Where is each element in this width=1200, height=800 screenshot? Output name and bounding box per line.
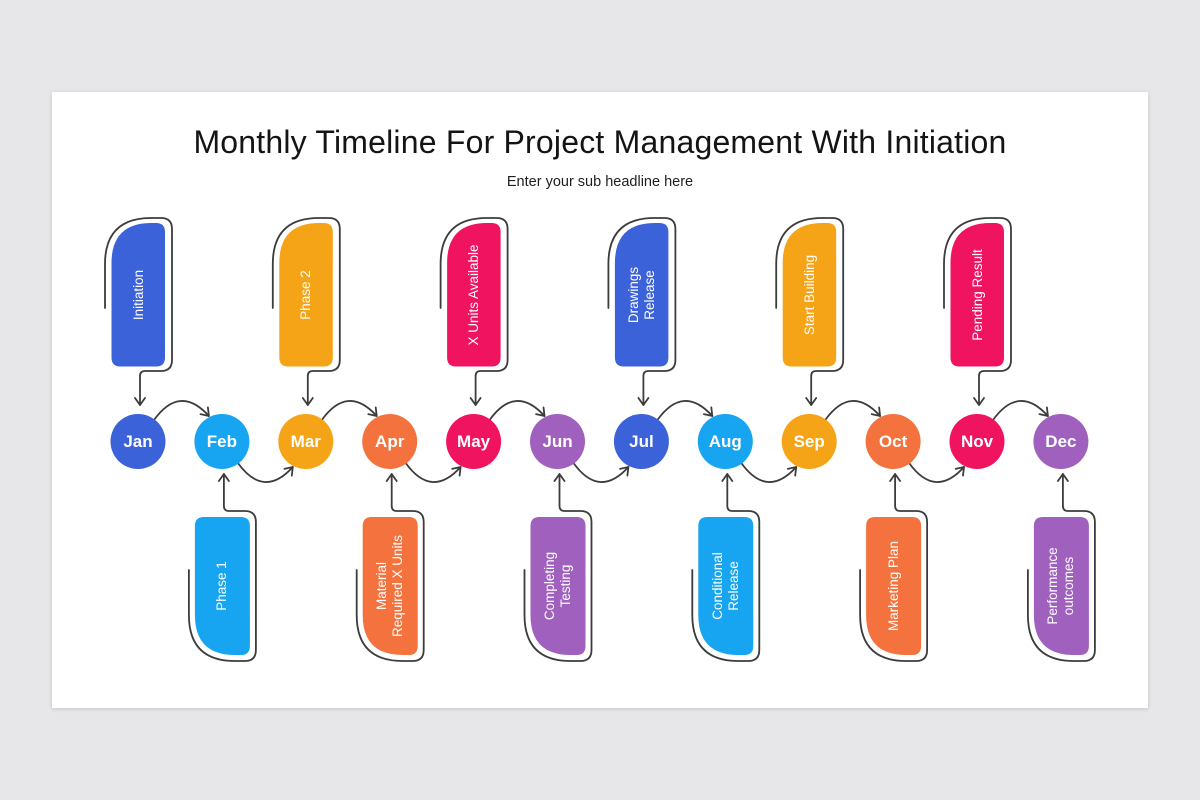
flag-outline-oct — [859, 473, 928, 662]
connector-arc-apr-may — [404, 462, 462, 483]
month-circle-sep — [781, 414, 837, 469]
flag-outline-jun — [523, 473, 593, 662]
page-subtitle: Enter your sub headline here — [506, 174, 694, 190]
flag-outline-dec — [1027, 473, 1096, 662]
flag-card-jan — [111, 223, 165, 367]
flag-outline-jan — [104, 217, 173, 406]
flag-outline-jul — [607, 217, 677, 406]
month-circle-jun — [530, 414, 585, 469]
flag-outline-sep — [775, 217, 845, 406]
flag-card-nov — [950, 223, 1004, 367]
flag-card-jun — [530, 517, 586, 655]
flag-card-feb — [194, 517, 250, 655]
month-circle-apr — [362, 414, 418, 469]
connector-arc-jul-aug — [656, 400, 714, 421]
month-circle-aug — [697, 414, 753, 469]
flag-outline-may — [439, 217, 509, 406]
flag-card-sep — [782, 223, 837, 367]
flag-outline-nov — [943, 217, 1012, 406]
flag-card-mar — [279, 223, 333, 367]
connector-arc-mar-apr — [320, 400, 378, 421]
month-circle-jan — [110, 414, 166, 469]
connector-arc-nov-dec — [992, 400, 1049, 421]
flag-card-may — [447, 223, 501, 367]
connector-arc-oct-nov — [908, 462, 965, 483]
flag-outline-aug — [691, 473, 761, 662]
flag-card-jul — [614, 223, 669, 367]
connector-arc-feb-mar — [237, 462, 294, 483]
month-circle-mar — [278, 414, 334, 469]
month-circle-dec — [1033, 414, 1089, 469]
connector-arc-jun-jul — [572, 462, 630, 483]
connector-arc-jan-feb — [153, 400, 210, 421]
month-circle-jul — [613, 414, 669, 469]
connector-arc-may-jun — [488, 400, 546, 421]
month-circle-may — [446, 414, 502, 469]
month-circle-nov — [949, 414, 1005, 469]
flag-outline-apr — [355, 473, 425, 662]
connector-arc-sep-oct — [824, 400, 881, 421]
month-circle-feb — [194, 414, 250, 469]
flag-card-aug — [698, 517, 754, 655]
flag-card-apr — [362, 517, 418, 655]
flag-outline-feb — [188, 473, 257, 662]
flag-outline-mar — [271, 217, 341, 406]
page-title: Monthly Timeline For Project Management … — [193, 124, 1007, 160]
connector-arc-aug-sep — [740, 462, 798, 483]
month-circle-oct — [865, 414, 921, 469]
flag-card-oct — [866, 517, 922, 655]
flag-card-dec — [1033, 517, 1089, 655]
